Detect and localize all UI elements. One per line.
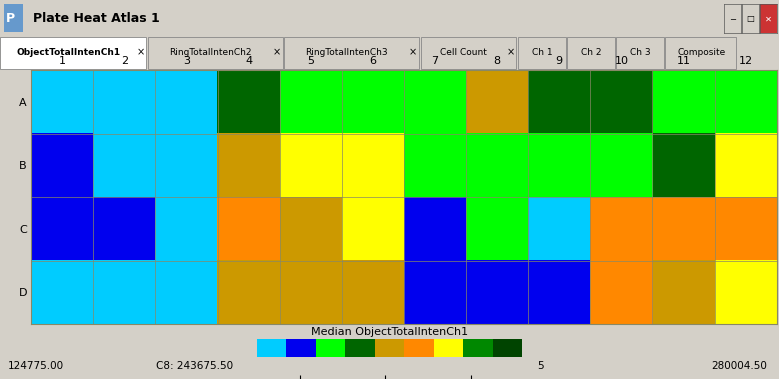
Bar — [345, 339, 375, 358]
Text: ×: × — [273, 47, 280, 57]
Text: RingTotalIntenCh3: RingTotalIntenCh3 — [305, 48, 388, 57]
FancyBboxPatch shape — [518, 37, 566, 69]
Bar — [316, 339, 345, 358]
Bar — [463, 339, 492, 358]
Bar — [4, 4, 23, 33]
Text: ×: × — [136, 47, 144, 57]
Text: Composite: Composite — [678, 48, 725, 57]
Bar — [434, 339, 463, 358]
Text: Ch 3: Ch 3 — [630, 48, 651, 57]
FancyBboxPatch shape — [0, 37, 146, 69]
Text: Median ObjectTotalIntenCh1: Median ObjectTotalIntenCh1 — [311, 327, 468, 337]
Text: 5: 5 — [538, 362, 545, 371]
Text: C8: 243675.50: C8: 243675.50 — [156, 362, 233, 371]
FancyBboxPatch shape — [148, 37, 283, 69]
Bar — [492, 339, 522, 358]
Text: ×: × — [506, 47, 514, 57]
Text: Cell Count: Cell Count — [440, 48, 487, 57]
Text: ─: ─ — [730, 14, 735, 23]
Bar — [375, 339, 404, 358]
FancyBboxPatch shape — [284, 37, 419, 69]
Text: ✕: ✕ — [765, 14, 772, 23]
FancyBboxPatch shape — [665, 37, 736, 69]
FancyBboxPatch shape — [616, 37, 664, 69]
Text: ObjectTotalIntenCh1: ObjectTotalIntenCh1 — [16, 48, 120, 57]
Text: RingTotalIntenCh2: RingTotalIntenCh2 — [169, 48, 252, 57]
Text: 124775.00: 124775.00 — [8, 362, 64, 371]
Text: Plate Heat Atlas 1: Plate Heat Atlas 1 — [33, 11, 160, 25]
FancyBboxPatch shape — [421, 37, 516, 69]
Text: ×: × — [409, 47, 417, 57]
Bar — [257, 339, 287, 358]
Text: Ch 1: Ch 1 — [532, 48, 553, 57]
Text: □: □ — [746, 14, 755, 23]
Text: P: P — [6, 11, 16, 25]
Text: Ch 2: Ch 2 — [581, 48, 602, 57]
Bar — [287, 339, 316, 358]
FancyBboxPatch shape — [567, 37, 615, 69]
Text: 280004.50: 280004.50 — [711, 362, 767, 371]
Bar — [404, 339, 434, 358]
